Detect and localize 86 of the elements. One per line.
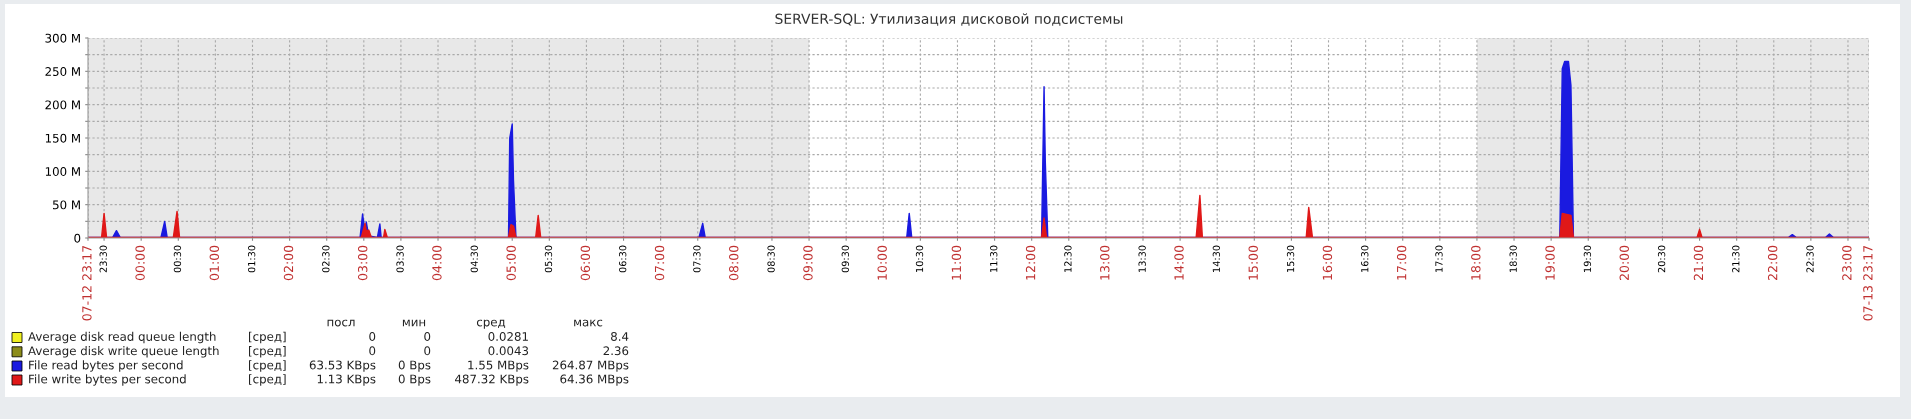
- x-tick-label: 01:00: [209, 245, 220, 281]
- y-tick-label: 300 M: [45, 33, 80, 43]
- text: мин: [402, 319, 426, 327]
- text: 2.36: [603, 346, 629, 356]
- x-tick-label: 07:30: [693, 245, 701, 273]
- x-tick-label: 13:30: [1138, 245, 1146, 272]
- text: 0: [424, 332, 431, 341]
- x-tick-label: 23:00: [1842, 245, 1852, 281]
- text: макс: [574, 319, 603, 327]
- x-tick-label: 00:00: [135, 245, 145, 281]
- x-tick-label: 20:30: [1657, 245, 1666, 273]
- x-tick-label: 12:30: [1064, 245, 1072, 272]
- text: [сред]: [249, 331, 286, 344]
- x-tick-label: 15:30: [1286, 245, 1295, 272]
- x-tick-label: 19:00: [1545, 245, 1555, 280]
- text: 0: [424, 346, 431, 356]
- x-tick-label: 09:30: [841, 245, 849, 273]
- x-tick-label: 07-12 23:17: [82, 246, 92, 321]
- x-tick-label: 11:30: [990, 245, 998, 272]
- text: [сред]: [249, 346, 286, 358]
- x-tick-label: 16:30: [1361, 245, 1369, 272]
- x-tick-label: 22:00: [1767, 245, 1778, 281]
- text: 63.53 KBps: [309, 360, 376, 372]
- x-tick-label: 10:00: [877, 245, 887, 280]
- text: 1.55 MBps: [468, 360, 529, 372]
- x-tick-label: 03:00: [357, 245, 368, 281]
- x-tick-label: 02:30: [322, 245, 330, 273]
- x-tick-label: 10:30: [915, 245, 924, 272]
- x-tick-label: 05:00: [506, 245, 516, 281]
- y-tick-label: 200 M: [45, 100, 80, 110]
- x-tick-label: 09:00: [803, 245, 813, 281]
- x-tick-label: 16:00: [1322, 245, 1333, 280]
- chart-title: SERVER-SQL: Утилизация дисковой подсистемы: [775, 13, 1123, 26]
- x-tick-label: 17:00: [1396, 245, 1407, 280]
- x-tick-label: 11:00: [951, 245, 962, 280]
- x-tick-label: 07:00: [654, 245, 665, 281]
- x-tick-label: 06:30: [619, 245, 627, 273]
- text: 8.4: [611, 332, 629, 341]
- x-tick-label: 18:30: [1509, 245, 1517, 272]
- text: сред: [476, 319, 506, 329]
- x-tick-label: 01:30: [247, 245, 256, 273]
- x-tick-label: 18:00: [1471, 245, 1481, 280]
- x-tick-label: 17:30: [1435, 245, 1443, 272]
- y-tick-label: 50 M: [53, 200, 80, 210]
- legend-label: Average disk read queue length: [28, 331, 216, 344]
- text: 487.32 KBps: [455, 374, 529, 386]
- x-tick-label: 13:00: [1100, 245, 1110, 280]
- y-tick-label: 250 M: [45, 67, 80, 76]
- y-tick-label: 0: [74, 233, 81, 243]
- x-tick-label: 12:00: [1025, 245, 1036, 280]
- text: 64.36 MBps: [560, 374, 629, 386]
- legend-label: File read bytes per second: [29, 360, 183, 372]
- text: 0 Bps: [398, 360, 431, 372]
- x-tick-label: 04:00: [432, 245, 442, 281]
- x-tick-label: 05:30: [544, 245, 553, 273]
- text: 0.0043: [488, 346, 529, 356]
- x-tick-label: 22:30: [1806, 245, 1814, 273]
- text: 0: [369, 346, 376, 356]
- x-tick-label: 08:00: [729, 245, 739, 281]
- y-tick-label: 150 M: [45, 133, 80, 143]
- text: [сред]: [249, 360, 286, 372]
- x-tick-label: 07-13 23:17: [1863, 246, 1873, 321]
- text: [сред]: [249, 374, 286, 386]
- x-tick-label: 20:00: [1619, 245, 1629, 281]
- text: 0 Bps: [398, 374, 431, 386]
- legend-label: Average disk write queue length: [28, 346, 219, 358]
- x-tick-label: 21:30: [1732, 245, 1740, 273]
- text: 0.0281: [488, 332, 528, 341]
- legend-label: File write bytes per second: [29, 374, 186, 386]
- x-tick-label: 15:00: [1248, 245, 1258, 280]
- x-tick-label: 02:00: [283, 245, 294, 281]
- text: 264.87 MBps: [552, 360, 629, 372]
- y-tick-label: 100 M: [45, 167, 80, 176]
- text: 0: [369, 332, 376, 341]
- x-tick-label: 23:30: [99, 245, 107, 273]
- x-tick-label: 14:00: [1174, 245, 1184, 280]
- x-tick-label: 14:30: [1212, 245, 1221, 272]
- x-tick-label: 21:00: [1693, 245, 1704, 281]
- x-tick-label: 08:30: [767, 245, 775, 273]
- x-tick-label: 03:30: [396, 245, 404, 273]
- text: 1.13 KBps: [317, 374, 376, 386]
- x-tick-label: 04:30: [470, 245, 478, 273]
- x-tick-label: 00:30: [173, 245, 182, 273]
- x-tick-label: 06:00: [580, 245, 591, 281]
- text: посл: [327, 319, 355, 327]
- x-tick-label: 19:30: [1583, 245, 1592, 272]
